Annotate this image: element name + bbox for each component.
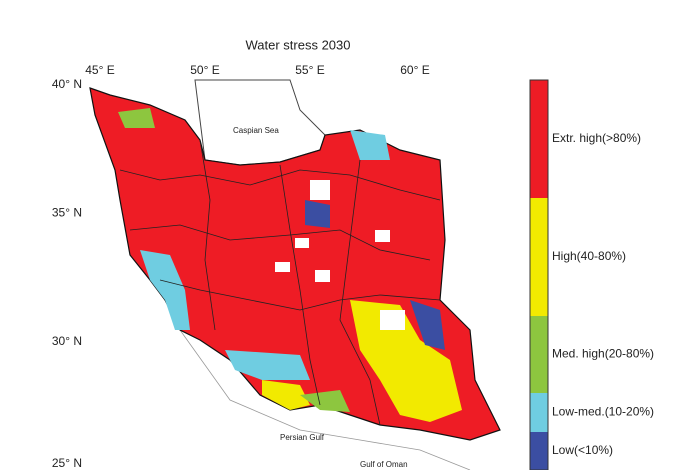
colorbar-swatch (530, 198, 548, 316)
region-low (410, 300, 445, 350)
lon-tick-label: 50° E (190, 63, 219, 77)
axes: 45° E 50° E 55° E 60° E 40° N 35° N 30° N 25° N (52, 63, 430, 470)
colorbar-swatch (530, 80, 548, 198)
region-high (262, 380, 310, 410)
lat-tick-label: 40° N (52, 77, 82, 91)
region-low-med (225, 350, 310, 380)
no-data (310, 180, 330, 200)
no-data (375, 230, 390, 242)
border (159, 279, 441, 311)
lat-tick-label: 30° N (52, 334, 82, 348)
no-data (275, 262, 290, 272)
region-med-high (300, 390, 350, 412)
legend-label: High(40-80%) (552, 249, 626, 263)
map-title: Water stress 2030 (245, 37, 350, 52)
legend-label: Med. high(20-80%) (552, 347, 654, 361)
border (129, 224, 431, 261)
legend-label: Low-med.(10-20%) (552, 405, 654, 419)
region-med-high (118, 108, 155, 128)
lon-tick-label: 60° E (400, 63, 429, 77)
no-data-cells (275, 180, 405, 330)
region-low (305, 200, 330, 228)
place-label: Gulf of Oman (360, 460, 408, 469)
no-data (315, 270, 330, 282)
legend-label: Low(<10%) (552, 443, 613, 457)
border (119, 169, 441, 201)
caspian-sea (194, 79, 326, 166)
lat-tick-label: 25° N (52, 456, 82, 470)
lat-tick-label: 35° N (52, 206, 82, 220)
colorbar-swatch (530, 393, 548, 432)
colorbar-swatch (530, 432, 548, 470)
region-high (350, 300, 462, 422)
place-label: Persian Gulf (280, 433, 325, 442)
no-data (295, 238, 309, 248)
border (199, 139, 216, 331)
place-label: Caspian Sea (233, 126, 279, 135)
colorbar-swatch (530, 316, 548, 393)
lon-tick-label: 45° E (85, 63, 114, 77)
colorbar: Extr. high(>80%) High(40-80%) Med. high(20… (529, 79, 654, 470)
province-borders (119, 139, 441, 426)
border (279, 164, 321, 406)
region-low-med (140, 250, 190, 330)
no-data (380, 310, 405, 330)
coast (179, 329, 471, 470)
colorbar-frame (529, 79, 549, 470)
lon-tick-label: 55° E (295, 63, 324, 77)
map-area (89, 79, 501, 470)
region-low-med (350, 130, 390, 160)
legend-label: Extr. high(>80%) (552, 131, 641, 145)
border (339, 159, 381, 426)
